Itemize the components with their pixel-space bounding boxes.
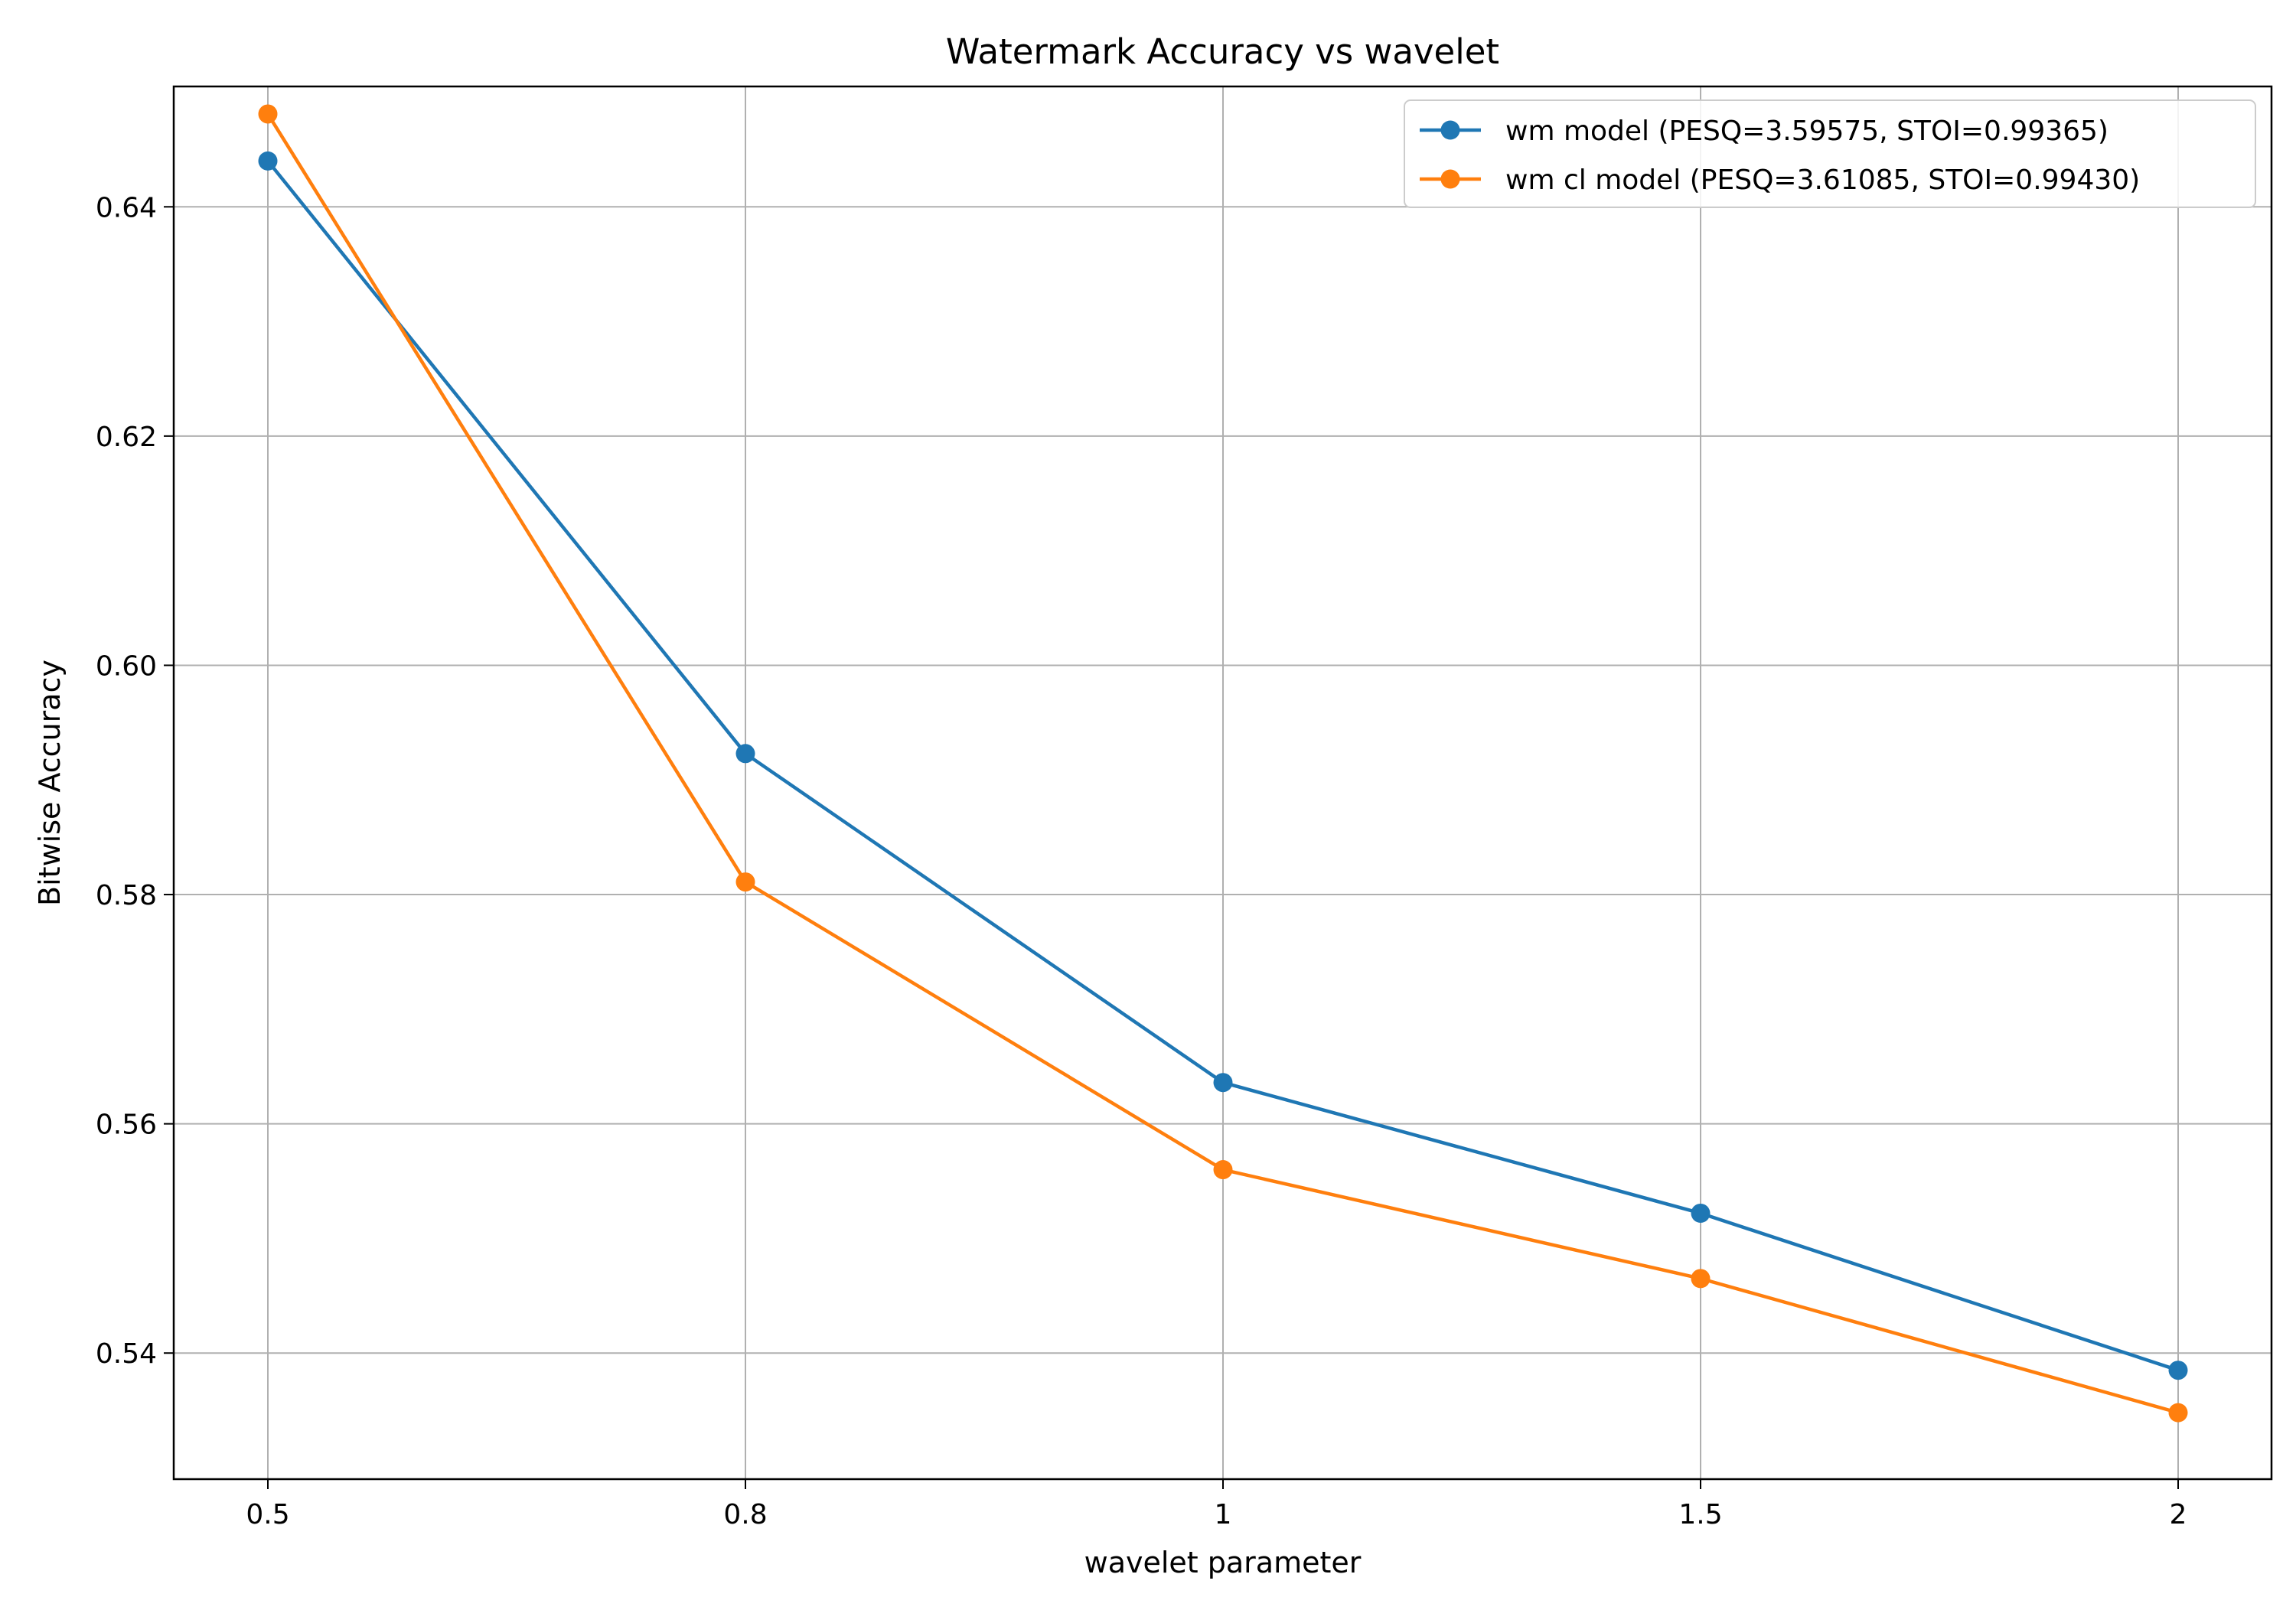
y-tick-label: 0.64 <box>96 192 157 223</box>
x-tick-label: 0.5 <box>246 1499 289 1530</box>
data-point <box>258 151 278 171</box>
x-tick-label: 2 <box>2170 1499 2187 1530</box>
data-point <box>1213 1073 1233 1093</box>
y-tick-label: 0.56 <box>96 1110 157 1141</box>
y-tick-label: 0.60 <box>96 650 157 682</box>
data-point <box>2168 1361 2188 1380</box>
legend-marker-swatch <box>1440 120 1460 140</box>
legend: wm model (PESQ=3.59575, STOI=0.99365) wm … <box>1404 99 2256 208</box>
legend-label: wm cl model (PESQ=3.61085, STOI=0.99430) <box>1505 165 2140 196</box>
y-tick-label: 0.54 <box>96 1338 157 1370</box>
data-point <box>1691 1269 1711 1289</box>
data-point <box>2168 1403 2188 1423</box>
data-point <box>1213 1160 1233 1180</box>
grid-lines <box>174 86 2272 1479</box>
legend-label: wm model (PESQ=3.59575, STOI=0.99365) <box>1505 116 2108 147</box>
legend-frame <box>1404 99 2256 208</box>
axes: 0.5 0.8 1 1.5 2 0.54 0.56 0.58 0.60 0.62 0.64 <box>96 192 2187 1530</box>
legend-marker-swatch <box>1440 169 1460 189</box>
x-axis-label: wavelet parameter <box>1084 1546 1362 1579</box>
x-tick-label: 0.8 <box>723 1499 767 1530</box>
y-axis-label: Bitwise Accuracy <box>33 660 67 906</box>
data-point <box>735 744 755 764</box>
data-point <box>258 104 278 124</box>
series-layer <box>258 104 2188 1423</box>
data-point <box>735 872 755 892</box>
chart-title: Watermark Accuracy vs wavelet <box>946 31 1499 72</box>
x-tick-label: 1.5 <box>1678 1499 1722 1530</box>
y-tick-label: 0.58 <box>96 880 157 911</box>
x-tick-label: 1 <box>1215 1499 1232 1530</box>
data-point <box>1691 1203 1711 1223</box>
y-tick-label: 0.62 <box>96 422 157 453</box>
